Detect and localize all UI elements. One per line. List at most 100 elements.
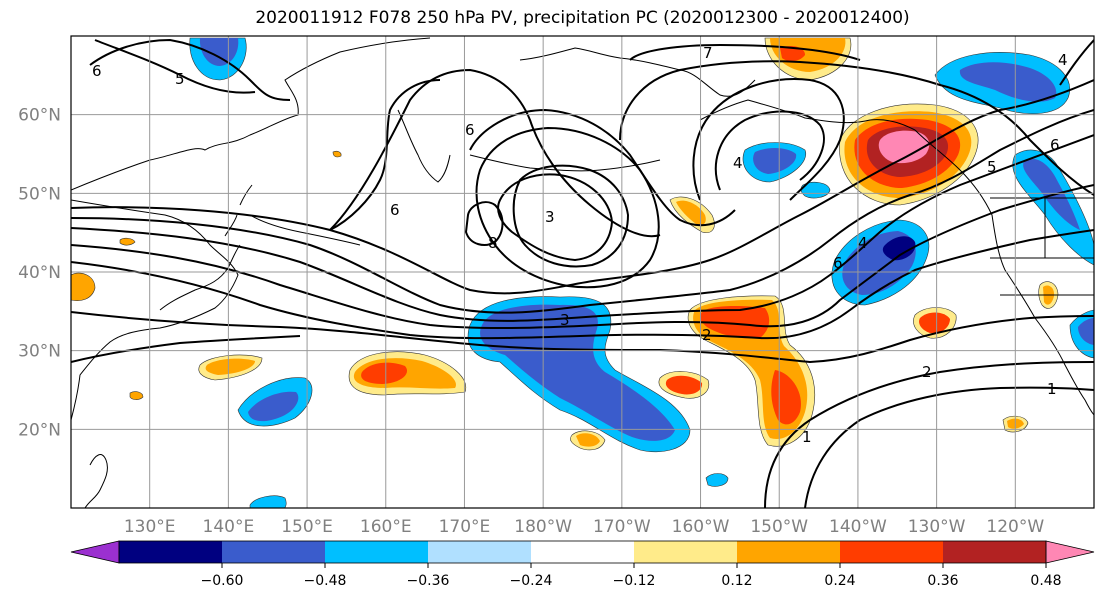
pv-contour — [464, 201, 504, 246]
colorbar-segment — [840, 541, 944, 563]
pv-contour — [512, 164, 630, 268]
latitude-label: 60°N — [18, 106, 61, 126]
colorbar-tick-label: 0.24 — [824, 573, 855, 589]
colorbar-tick-label: 0.12 — [721, 573, 752, 589]
alaska-coastline — [699, 99, 916, 131]
pv-contour — [329, 68, 661, 238]
pv-contour — [1059, 39, 1094, 86]
negative-anomaly — [753, 148, 797, 174]
aleutians — [469, 154, 661, 172]
positive-anomaly — [780, 46, 805, 62]
colorbar-tick-label: −0.36 — [407, 573, 450, 589]
pv-contour — [89, 38, 291, 101]
contour-label: 2 — [922, 363, 932, 381]
positive-anomaly — [665, 375, 703, 395]
positive-anomaly — [129, 391, 144, 400]
negative-anomaly — [705, 473, 729, 487]
longitude-label: 170°E — [439, 517, 491, 537]
positive-anomaly — [332, 150, 342, 158]
pv-contours — [71, 38, 1094, 508]
colorbar-tick-labels: −0.60 −0.48 −0.36 −0.24 −0.12 0.12 0.24 0.36 0.4… — [201, 563, 1062, 589]
colorbar-tick-label: −0.12 — [613, 573, 656, 589]
contour-label: 2 — [702, 326, 712, 344]
longitude-label: 170°W — [593, 517, 651, 537]
contour-label: 6 — [390, 201, 400, 219]
colorbar-segment — [222, 541, 326, 563]
pv-contour — [71, 109, 1094, 314]
contour-label: 7 — [703, 44, 713, 62]
contour-label: 4 — [733, 154, 743, 172]
pv-contour — [692, 78, 845, 201]
colorbar-extend-low — [70, 540, 120, 564]
positive-anomaly — [676, 200, 706, 226]
na-coastline — [914, 129, 1094, 416]
positive-anomaly — [771, 370, 801, 425]
gridlines — [71, 36, 1094, 508]
contour-label: 6 — [833, 254, 843, 272]
colorbar-tick-label: −0.24 — [510, 573, 553, 589]
longitude-label: 160°E — [360, 517, 412, 537]
colorbar-segment — [737, 541, 841, 563]
longitude-labels: 130°E 140°E 150°E 160°E 170°E 180°W 170°W 160°W… — [124, 517, 1045, 537]
longitude-label: 140°W — [829, 517, 887, 537]
positive-anomaly — [205, 358, 255, 375]
pv-contour — [71, 184, 1094, 330]
pv-contour — [329, 79, 441, 231]
longitude-label: 130°W — [908, 517, 966, 537]
negative-anomaly — [882, 236, 916, 261]
contour-label: 5 — [987, 158, 997, 176]
colorbar-segment — [943, 541, 1047, 563]
positive-anomaly — [699, 305, 770, 339]
colorbar-tick-label: −0.48 — [304, 573, 347, 589]
colorbar-tick-label: 0.48 — [1030, 573, 1061, 589]
asia-coastline — [71, 37, 431, 191]
pv-contour — [71, 335, 301, 363]
positive-anomaly — [878, 130, 930, 164]
pv-contour — [71, 229, 1094, 340]
negative-anomaly — [959, 62, 1057, 102]
pv-contour — [94, 39, 256, 94]
negative-anomaly — [248, 391, 299, 422]
japan-coastline — [159, 184, 253, 311]
longitude-label: 150°E — [281, 517, 333, 537]
latitude-labels: 20°N 30°N 40°N 50°N 60°N — [18, 106, 61, 441]
contour-label: 1 — [1047, 380, 1057, 398]
contour-label: 3 — [560, 311, 570, 329]
latitude-label: 30°N — [18, 342, 61, 362]
contour-label: 5 — [175, 70, 185, 88]
colorbar-segment — [119, 541, 223, 563]
positive-anomaly — [71, 272, 96, 301]
longitude-label: 150°W — [750, 517, 808, 537]
colorbar-segment — [428, 541, 532, 563]
contour-label: 3 — [545, 208, 555, 226]
positive-anomaly — [361, 362, 408, 384]
pv-contour — [629, 43, 861, 61]
colorbar-tick-label: 0.36 — [927, 573, 958, 589]
colorbar-segment — [531, 541, 635, 563]
alaska-coastline — [519, 47, 756, 97]
negative-anomaly — [480, 304, 675, 441]
precipitation-shading — [71, 37, 1094, 508]
island-chain — [249, 214, 361, 246]
philippines-coastline — [84, 454, 108, 508]
latitude-label: 50°N — [18, 184, 61, 204]
colorbar-segment — [325, 541, 429, 563]
contour-label: 8 — [488, 234, 498, 252]
negative-anomaly — [1078, 318, 1094, 345]
longitude-label: 140°E — [203, 517, 255, 537]
contour-labels: 6 5 6 7 6 3 8 4 6 3 2 5 6 4 2 1 1 4 — [92, 44, 1068, 446]
pv-contour — [71, 79, 1094, 295]
latitude-label: 40°N — [18, 263, 61, 283]
positive-anomaly — [576, 433, 600, 447]
negative-anomaly — [249, 495, 287, 508]
longitude-label: 120°W — [986, 517, 1044, 537]
map-title: 2020011912 F078 250 hPa PV, precipitatio… — [255, 8, 910, 28]
colorbar-tick-label: −0.60 — [201, 573, 244, 589]
positive-anomaly — [119, 237, 136, 246]
kamchatka-coastline — [397, 109, 451, 183]
longitude-label: 180°W — [514, 517, 572, 537]
pv-contour — [804, 386, 1094, 508]
pv-contour — [764, 361, 1094, 508]
pv-contour — [475, 126, 660, 289]
